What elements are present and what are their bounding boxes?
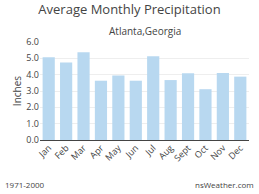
svg-text:5.0: 5.0: [26, 51, 39, 64]
svg-text:2.0: 2.0: [26, 100, 39, 113]
svg-text:Sept: Sept: [171, 142, 193, 164]
svg-text:Inches: Inches: [10, 76, 24, 106]
svg-text:Aug: Aug: [155, 142, 176, 163]
svg-text:Jan: Jan: [35, 142, 54, 161]
svg-text:nsWeather.com: nsWeather.com: [195, 179, 254, 190]
svg-text:Atlanta,Georgia: Atlanta,Georgia: [109, 24, 181, 38]
svg-text:May: May: [102, 141, 124, 163]
svg-text:Dec: Dec: [225, 141, 246, 162]
svg-text:Feb: Feb: [51, 142, 71, 162]
svg-text:Oct: Oct: [191, 142, 210, 161]
svg-text:Apr: Apr: [87, 141, 107, 161]
svg-text:0.0: 0.0: [26, 133, 39, 146]
svg-text:6.0: 6.0: [26, 35, 39, 48]
svg-text:Nov: Nov: [207, 141, 228, 162]
svg-text:Mar: Mar: [68, 141, 89, 162]
svg-text:3.0: 3.0: [26, 84, 39, 97]
svg-text:Average Monthly Precipitation: Average Monthly Precipitation: [38, 0, 220, 18]
svg-text:Jul: Jul: [141, 142, 158, 159]
svg-text:1971-2000: 1971-2000: [5, 179, 45, 190]
svg-text:Jun: Jun: [122, 142, 141, 161]
svg-text:4.0: 4.0: [26, 68, 39, 81]
svg-text:1.0: 1.0: [26, 117, 39, 130]
